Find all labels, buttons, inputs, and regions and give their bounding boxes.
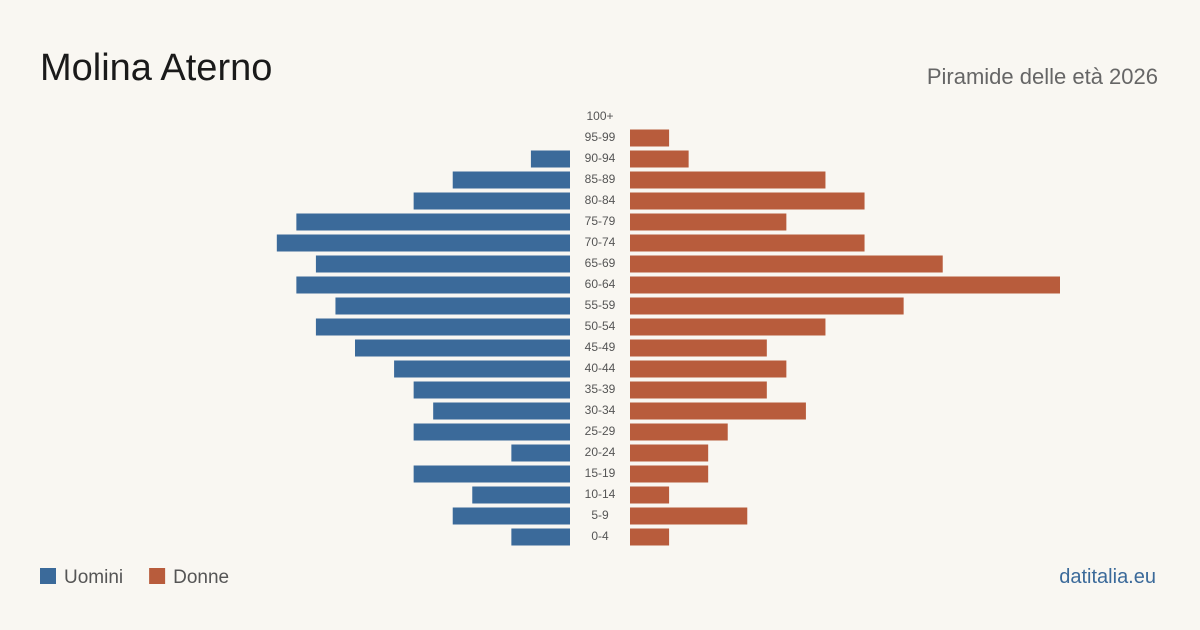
bar xyxy=(276,234,570,252)
bar xyxy=(630,213,787,231)
chart-title: Molina Aterno xyxy=(40,47,272,89)
bar xyxy=(413,465,570,483)
category-label: 45-49 xyxy=(585,340,616,354)
bar xyxy=(630,507,748,525)
chart-subtitle: Piramide delle età 2026 xyxy=(927,64,1158,89)
legend-swatch xyxy=(149,568,166,584)
category-label: 25-29 xyxy=(585,424,616,438)
bar xyxy=(630,234,865,252)
category-label: 5-9 xyxy=(591,508,609,522)
bar xyxy=(296,276,570,294)
bar xyxy=(296,213,570,231)
bar xyxy=(630,171,826,189)
bar xyxy=(630,339,767,357)
category-label: 65-69 xyxy=(585,256,616,270)
bar xyxy=(630,444,709,462)
category-label: 35-39 xyxy=(585,382,616,396)
category-label: 80-84 xyxy=(585,193,616,207)
category-label: 50-54 xyxy=(585,319,616,333)
category-label: 85-89 xyxy=(585,172,616,186)
bar xyxy=(511,528,570,546)
bar xyxy=(413,423,570,441)
bar xyxy=(630,255,943,273)
legend-label: Donne xyxy=(173,567,229,588)
bar xyxy=(394,360,570,378)
category-label: 20-24 xyxy=(585,445,616,459)
category-label: 90-94 xyxy=(585,151,616,165)
bar xyxy=(630,276,1060,294)
category-label: 70-74 xyxy=(585,235,616,249)
bar xyxy=(630,318,826,336)
category-label: 0-4 xyxy=(591,529,609,543)
bar xyxy=(630,465,709,483)
bar xyxy=(630,129,670,147)
bar xyxy=(355,339,570,357)
category-label: 75-79 xyxy=(585,214,616,228)
bar xyxy=(630,528,670,546)
bar xyxy=(511,444,570,462)
bar xyxy=(630,486,670,504)
bar xyxy=(433,402,570,420)
source: datitalia.eu xyxy=(1059,566,1156,588)
bar xyxy=(413,192,570,210)
bar xyxy=(530,150,570,168)
bar xyxy=(315,255,570,273)
category-label: 60-64 xyxy=(585,277,616,291)
category-label: 95-99 xyxy=(585,130,616,144)
category-label: 40-44 xyxy=(585,361,616,375)
bar xyxy=(452,507,570,525)
bar xyxy=(315,318,570,336)
legend-label: Uomini xyxy=(64,567,123,588)
bar xyxy=(630,402,806,420)
bar xyxy=(630,192,865,210)
bar xyxy=(630,423,728,441)
bar xyxy=(630,297,904,315)
bar xyxy=(452,171,570,189)
bar xyxy=(335,297,570,315)
legend-swatch xyxy=(40,568,56,584)
bar xyxy=(472,486,570,504)
category-label: 10-14 xyxy=(585,487,616,501)
category-label: 100+ xyxy=(586,109,613,123)
bar xyxy=(630,381,767,399)
category-label: 55-59 xyxy=(585,298,616,312)
bar xyxy=(630,150,689,168)
category-label: 30-34 xyxy=(585,403,616,417)
category-label: 15-19 xyxy=(585,466,616,480)
bar xyxy=(630,360,787,378)
bar xyxy=(413,381,570,399)
